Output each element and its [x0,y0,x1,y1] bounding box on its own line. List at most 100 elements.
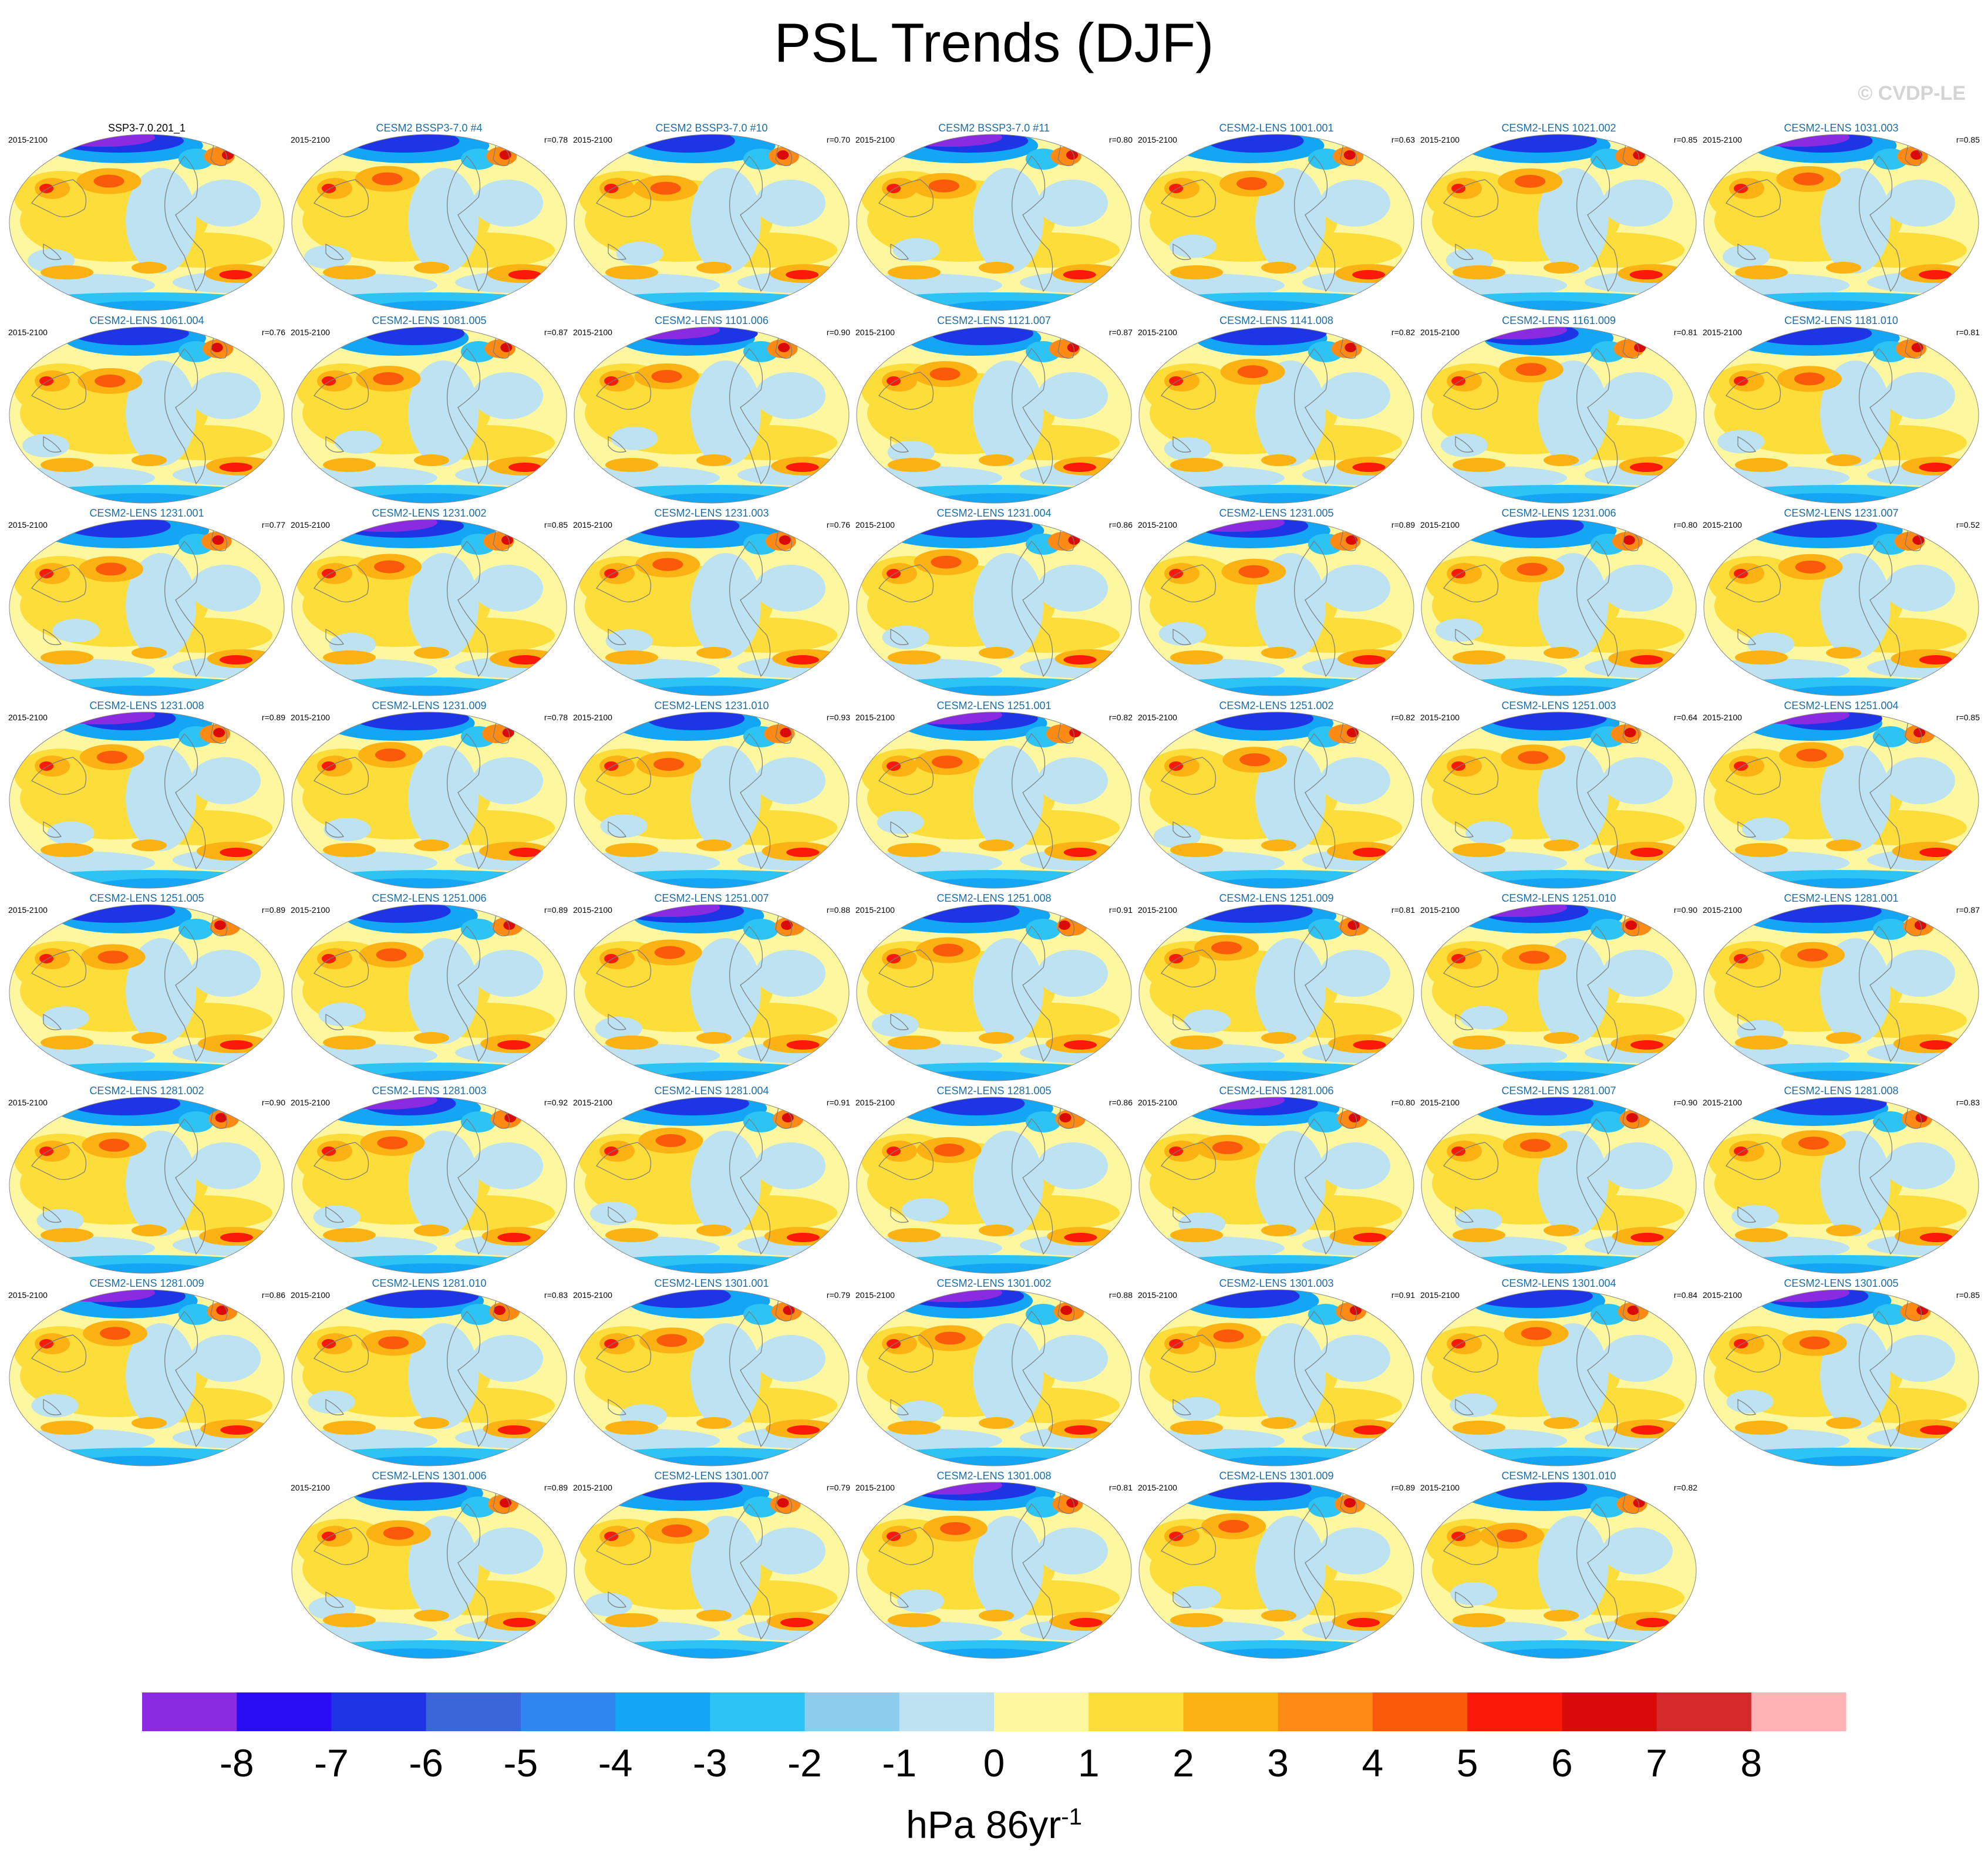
map-border [574,134,850,311]
contour-blob [1037,950,1108,997]
panel-title: CESM2-LENS 1001.001 [1219,122,1334,134]
contour-blob [1518,751,1549,764]
contour-blob [690,746,761,851]
contour-blob [304,245,352,269]
contour-blob [1630,1425,1664,1435]
panel-title: CESM2-LENS 1161.009 [1502,315,1616,326]
contour-blob [887,184,901,193]
contour-blob [1170,1036,1223,1050]
contour-blob [1066,150,1079,160]
contour-blob [1722,245,1770,269]
contour-blob [322,1147,336,1156]
panel-title: CESM2-LENS 1281.010 [372,1277,487,1289]
panel-title: CESM2-LENS 1231.008 [89,700,204,711]
contour-blob [39,184,53,193]
contour-blob [1453,1036,1505,1050]
contour-blob [1255,1131,1326,1236]
contour-blob [220,1233,253,1242]
contour-blob [1731,1205,1779,1229]
contour-blob [190,757,261,804]
contour-blob [1169,761,1183,771]
contour-blob [1349,1306,1362,1315]
world-map [1703,134,1979,311]
panel-title: CESM2-LENS 1231.001 [89,507,204,519]
map-border [856,134,1132,311]
contour-blob [322,1339,336,1348]
coastline [314,1299,510,1448]
contour-blob [1919,1233,1953,1242]
contour-blob [1826,839,1861,851]
contour-blob [1913,728,1926,737]
contour-blob [374,560,405,574]
panel-title: CESM2-LENS 1281.004 [654,1085,769,1097]
panel-period: 2015-2100 [291,713,330,722]
contour-blob [355,1456,496,1466]
map-border [9,326,285,504]
contour-blob [1026,1304,1061,1325]
contour-blob [787,1425,820,1435]
map-panel: CESM2 BSSP3-7.0 #10 2015-2100 r=0.70 [573,122,850,313]
contour-blob [973,1323,1043,1429]
map-border [291,1482,567,1659]
map-border [1138,1097,1414,1274]
contour-blob [1183,1009,1231,1033]
coastline [1443,529,1640,677]
panel-correlation: r=0.86 [1108,1098,1133,1107]
panel-title: CESM2-LENS 1251.003 [1501,700,1616,711]
coastline [596,1299,793,1448]
map-border [9,904,285,1081]
contour-blob [888,1228,941,1242]
contour-blob [1067,343,1079,352]
panel-period: 2015-2100 [1703,135,1742,144]
panel-period: 2015-2100 [1420,1098,1460,1107]
coastline [314,529,510,677]
contour-blob [1451,569,1465,578]
contour-blob [653,758,684,771]
contour-blob [1261,1610,1296,1621]
contour-blob [42,1006,89,1030]
panel-correlation: r=0.91 [1391,1290,1415,1300]
panel-correlation: r=0.87 [1956,905,1980,915]
contour-blob [928,179,959,193]
contour-blob [896,1400,944,1424]
panel-correlation: r=0.86 [261,1290,285,1300]
coastline [314,914,510,1063]
contour-blob [1453,265,1505,279]
contour-blob [1591,1304,1626,1325]
world-map [1703,1289,1979,1466]
colorbar-tick-label: 8 [1740,1741,1763,1785]
coastline [1443,144,1640,292]
contour-blob [696,262,732,274]
world-map [574,134,850,311]
coastline [1161,721,1357,870]
contour-blob [497,1425,531,1435]
world-map [574,711,850,889]
contour-blob [755,950,825,997]
contour-blob [935,1263,1077,1273]
map-panel: CESM2-LENS 1301.009 2015-2100 r=0.89 [1138,1470,1415,1661]
panel-title: CESM2-LENS 1231.007 [1784,507,1899,519]
contour-blob [755,757,825,804]
contour-blob [1794,372,1825,386]
panel-title: CESM2 BSSP3-7.0 #11 [938,122,1050,134]
coastline [878,529,1075,677]
coastline [31,144,228,292]
contour-blob [1435,618,1482,642]
contour-blob [604,376,618,386]
panel-correlation: r=0.89 [261,713,285,722]
contour-blob [605,629,653,653]
panel-correlation: r=0.89 [1391,520,1415,530]
contour-blob [888,1613,941,1627]
contour-blob [373,372,404,386]
contour-blob [1453,1228,1505,1242]
panel-correlation: r=0.89 [544,1483,568,1492]
contour-blob [1239,753,1271,767]
contour-blob [1064,1233,1097,1242]
contour-blob [743,1111,779,1132]
coastline [878,144,1075,292]
map-border [1138,134,1414,311]
panel-correlation: r=0.80 [1673,520,1697,530]
panel-period: 2015-2100 [1138,1098,1177,1107]
contour-blob [318,1003,366,1027]
panel-title: CESM2-LENS 1251.009 [1219,892,1334,904]
